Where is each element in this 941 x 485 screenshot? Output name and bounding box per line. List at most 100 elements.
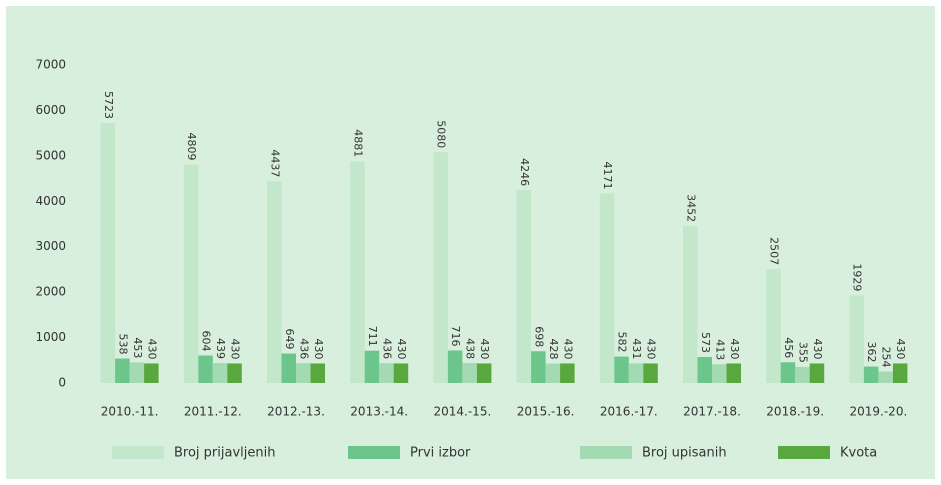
data-label: 430 — [229, 338, 242, 359]
data-label: 430 — [145, 338, 158, 359]
bar — [364, 350, 380, 383]
legend-swatch — [778, 446, 830, 459]
bar — [712, 364, 727, 383]
data-label: 698 — [532, 326, 545, 347]
data-label: 4246 — [518, 158, 531, 186]
data-label: 430 — [811, 338, 824, 359]
x-tick-label: 2012.-13. — [267, 405, 325, 419]
x-tick-label: 2013.-14. — [350, 405, 408, 419]
data-label: 2507 — [767, 237, 780, 265]
data-label: 428 — [547, 339, 560, 360]
bar — [560, 363, 575, 383]
data-label: 716 — [449, 325, 462, 346]
bar — [726, 363, 741, 383]
bar — [863, 366, 879, 383]
data-label: 362 — [865, 342, 878, 363]
legend-swatch — [348, 446, 400, 459]
data-label: 3452 — [684, 194, 697, 222]
data-label: 5080 — [435, 120, 448, 148]
data-label: 355 — [796, 342, 809, 363]
data-label: 573 — [699, 332, 712, 353]
data-label: 649 — [283, 329, 296, 350]
data-label: 430 — [395, 338, 408, 359]
bar — [614, 356, 629, 383]
bar — [683, 226, 698, 383]
bar — [628, 363, 644, 383]
y-tick-label: 5000 — [35, 148, 66, 162]
x-tick-label: 2015.-16. — [517, 405, 575, 419]
bar — [476, 363, 492, 383]
bar — [212, 363, 228, 383]
bar — [892, 363, 908, 383]
x-tick-label: 2017.-18. — [683, 405, 741, 419]
data-label: 5723 — [102, 91, 115, 119]
bar — [697, 356, 712, 383]
bar — [447, 350, 463, 383]
x-tick-label: 2014.-15. — [434, 405, 492, 419]
data-label: 413 — [713, 339, 726, 360]
y-tick-label: 7000 — [35, 58, 66, 72]
bar — [795, 366, 810, 383]
data-label: 4171 — [601, 162, 614, 190]
bar — [100, 123, 116, 384]
x-tick-label: 2010.-11. — [101, 405, 159, 419]
bar — [296, 363, 311, 383]
data-label: 1929 — [851, 263, 864, 291]
x-tick-label: 2011.-12. — [184, 405, 242, 419]
data-label: 431 — [630, 338, 643, 359]
legend-swatch — [580, 446, 632, 459]
data-label: 538 — [116, 334, 129, 355]
bar — [129, 362, 145, 383]
data-label: 438 — [464, 338, 477, 359]
bar — [849, 295, 864, 383]
data-label: 430 — [894, 338, 907, 359]
bar — [433, 152, 448, 383]
data-label: 4881 — [351, 129, 364, 157]
chart-background — [6, 6, 935, 479]
bar — [115, 358, 130, 383]
bar — [281, 353, 296, 383]
bar — [780, 362, 796, 383]
bar — [462, 363, 477, 383]
bar — [393, 363, 409, 383]
y-tick-label: 4000 — [35, 194, 66, 208]
x-tick-label: 2019.-20. — [850, 405, 908, 419]
bar — [809, 363, 825, 383]
bar — [643, 363, 658, 383]
data-label: 436 — [380, 338, 393, 359]
data-label: 4437 — [268, 149, 281, 177]
bar — [310, 363, 325, 383]
bar — [516, 190, 532, 383]
bar — [198, 355, 213, 383]
data-label: 456 — [782, 337, 795, 358]
data-label: 604 — [200, 331, 213, 352]
y-tick-label: 6000 — [35, 103, 66, 117]
legend-label: Broj upisanih — [642, 446, 727, 461]
y-tick-label: 1000 — [35, 330, 66, 344]
data-label: 582 — [616, 332, 629, 353]
data-label: 436 — [297, 338, 310, 359]
bar — [144, 363, 159, 383]
data-label: 430 — [312, 338, 325, 359]
legend-label: Prvi izbor — [410, 446, 471, 461]
data-label: 430 — [478, 338, 491, 359]
y-tick-label: 2000 — [35, 285, 66, 299]
bar — [766, 269, 781, 383]
y-tick-label: 3000 — [35, 239, 66, 253]
data-label: 430 — [561, 338, 574, 359]
bar — [599, 193, 615, 383]
data-label: 439 — [214, 338, 227, 359]
bar — [545, 363, 561, 383]
bar — [531, 351, 546, 383]
bar — [350, 161, 365, 383]
bar — [183, 164, 199, 383]
legend-label: Broj prijavljenih — [174, 446, 275, 461]
data-label: 453 — [131, 337, 144, 358]
x-tick-label: 2018.-19. — [766, 405, 824, 419]
bar — [878, 371, 893, 383]
bar — [227, 363, 242, 383]
x-tick-label: 2016.-17. — [600, 405, 658, 419]
data-label: 254 — [880, 346, 893, 367]
data-label: 711 — [366, 326, 379, 347]
